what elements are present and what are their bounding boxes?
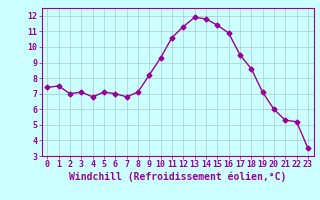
X-axis label: Windchill (Refroidissement éolien,°C): Windchill (Refroidissement éolien,°C)	[69, 172, 286, 182]
